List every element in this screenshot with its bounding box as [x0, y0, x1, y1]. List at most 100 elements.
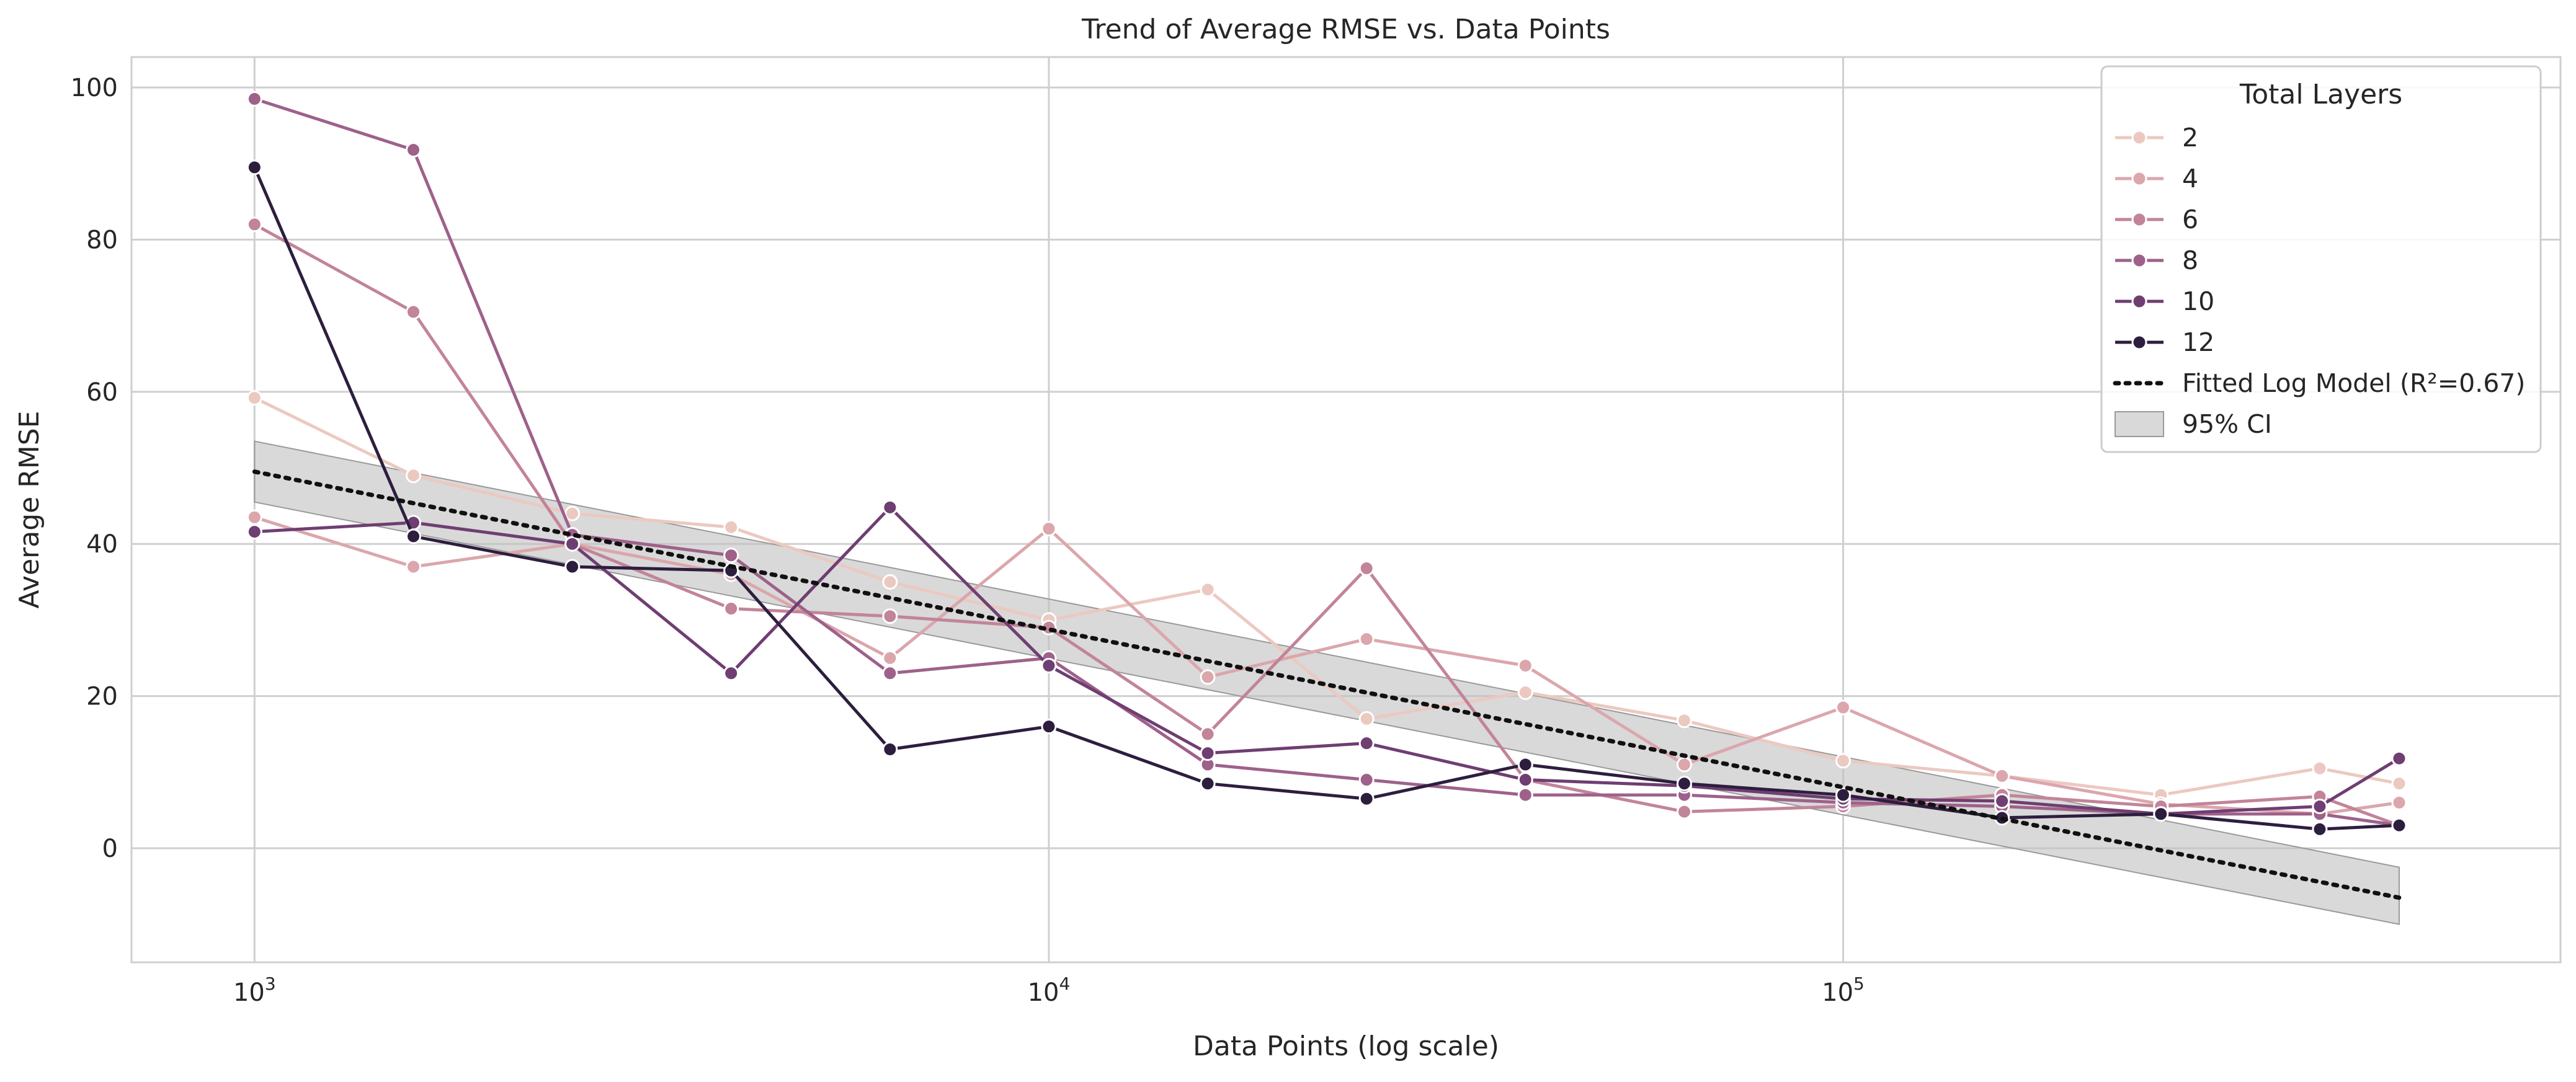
- data-point: [246, 509, 262, 525]
- fit-line: [252, 469, 2402, 900]
- data-point: [1676, 804, 1692, 820]
- legend-swatch-marker: [2131, 211, 2147, 228]
- x-tick-label: 104: [1028, 973, 1071, 1007]
- fit-line-group: [252, 469, 2402, 900]
- legend-label: Fitted Log Model (R²=0.67): [2182, 368, 2525, 398]
- data-point: [882, 499, 898, 515]
- data-point: [1358, 560, 1375, 576]
- legend-box: [2100, 65, 2542, 453]
- data-point: [246, 91, 262, 107]
- data-point: [882, 608, 898, 624]
- legend-label: 12: [2182, 327, 2214, 357]
- data-point: [246, 159, 262, 175]
- data-point: [1517, 756, 1533, 773]
- data-point: [406, 559, 422, 575]
- data-point: [1994, 768, 2010, 784]
- x-axis-label: Data Points (log scale): [1193, 1031, 1499, 1062]
- data-point: [1517, 684, 1533, 700]
- data-point: [1517, 772, 1533, 788]
- legend-item-4: 4: [2115, 164, 2198, 193]
- data-point: [1358, 711, 1375, 727]
- data-point: [882, 650, 898, 666]
- data-point: [1200, 745, 1216, 761]
- data-point: [1676, 756, 1692, 773]
- x-tick-label: 103: [233, 973, 276, 1007]
- data-point: [1200, 776, 1216, 792]
- data-point: [406, 142, 422, 158]
- y-tick-label: 100: [71, 74, 118, 102]
- data-point: [2391, 794, 2407, 810]
- data-point: [1041, 719, 1057, 735]
- data-point: [1676, 712, 1692, 729]
- data-point: [2312, 760, 2328, 776]
- y-axis-label: Average RMSE: [14, 411, 45, 609]
- legend-item-10: 10: [2115, 286, 2214, 316]
- plot-frame: [130, 56, 2562, 964]
- legend-entries: 2 4 6 8 10 12 Fitted Log Model (R²=0.67) 95% CI: [2113, 123, 2525, 439]
- legend-swatch-marker: [2131, 334, 2147, 350]
- data-point: [1517, 658, 1533, 674]
- y-tick-label: 40: [86, 530, 118, 559]
- legend-item-12: 12: [2115, 327, 2214, 357]
- data-point: [564, 559, 581, 575]
- legend-label: 4: [2182, 164, 2198, 193]
- data-point: [564, 505, 581, 521]
- legend-item-2: 2: [2115, 123, 2198, 153]
- chart-title: Trend of Average RMSE vs. Data Points: [1081, 14, 1610, 45]
- data-point: [2391, 817, 2407, 833]
- legend-label: 8: [2182, 246, 2198, 275]
- series-lines: [246, 91, 2407, 837]
- data-point: [406, 304, 422, 320]
- data-point: [1517, 787, 1533, 803]
- data-point: [564, 536, 581, 552]
- data-point: [1835, 699, 1852, 716]
- legend-item-6: 6: [2115, 205, 2198, 234]
- data-point: [1200, 669, 1216, 685]
- data-point: [1041, 521, 1057, 537]
- data-point: [246, 390, 262, 406]
- legend: Total Layers 2 4 6 8 10 12 Fitted Log Model (R…: [2100, 65, 2542, 453]
- legend-label: 10: [2182, 286, 2214, 316]
- data-point: [723, 519, 739, 535]
- y-tick-label: 0: [102, 835, 118, 863]
- legend-label: 2: [2182, 123, 2198, 153]
- legend-item-fit: Fitted Log Model (R²=0.67): [2113, 368, 2525, 398]
- data-point: [406, 528, 422, 544]
- data-point: [2391, 776, 2407, 792]
- data-point: [2312, 821, 2328, 837]
- x-tick-label: 105: [1822, 973, 1865, 1007]
- legend-swatch-patch: [2115, 411, 2164, 437]
- data-point: [1358, 791, 1375, 807]
- legend-swatch-marker: [2131, 130, 2147, 146]
- y-tick-label: 20: [86, 683, 118, 711]
- data-point: [246, 524, 262, 540]
- legend-label: 95% CI: [2182, 409, 2272, 439]
- data-point: [1041, 658, 1057, 674]
- data-point: [1835, 787, 1852, 803]
- data-point: [246, 216, 262, 233]
- legend-item-ci: 95% CI: [2115, 409, 2272, 439]
- data-point: [882, 574, 898, 590]
- data-point: [882, 665, 898, 681]
- series-10: [246, 499, 2407, 822]
- legend-swatch-marker: [2131, 252, 2147, 268]
- y-ticks: 0 20 40 60 80 100: [71, 74, 118, 863]
- data-point: [1358, 772, 1375, 788]
- legend-title: Total Layers: [2239, 79, 2402, 110]
- y-tick-label: 80: [86, 226, 118, 254]
- data-point: [406, 468, 422, 484]
- data-point: [723, 548, 739, 564]
- data-point: [1358, 735, 1375, 752]
- data-point: [882, 741, 898, 757]
- data-point: [1200, 582, 1216, 598]
- legend-swatch-marker: [2131, 293, 2147, 309]
- legend-swatch-marker: [2131, 171, 2147, 187]
- data-point: [1835, 753, 1852, 769]
- legend-item-8: 8: [2115, 246, 2198, 275]
- data-point: [1358, 631, 1375, 647]
- data-point: [723, 665, 739, 681]
- data-point: [2391, 750, 2407, 766]
- x-ticks: 103 104 105: [233, 973, 1865, 1007]
- data-point: [1994, 793, 2010, 809]
